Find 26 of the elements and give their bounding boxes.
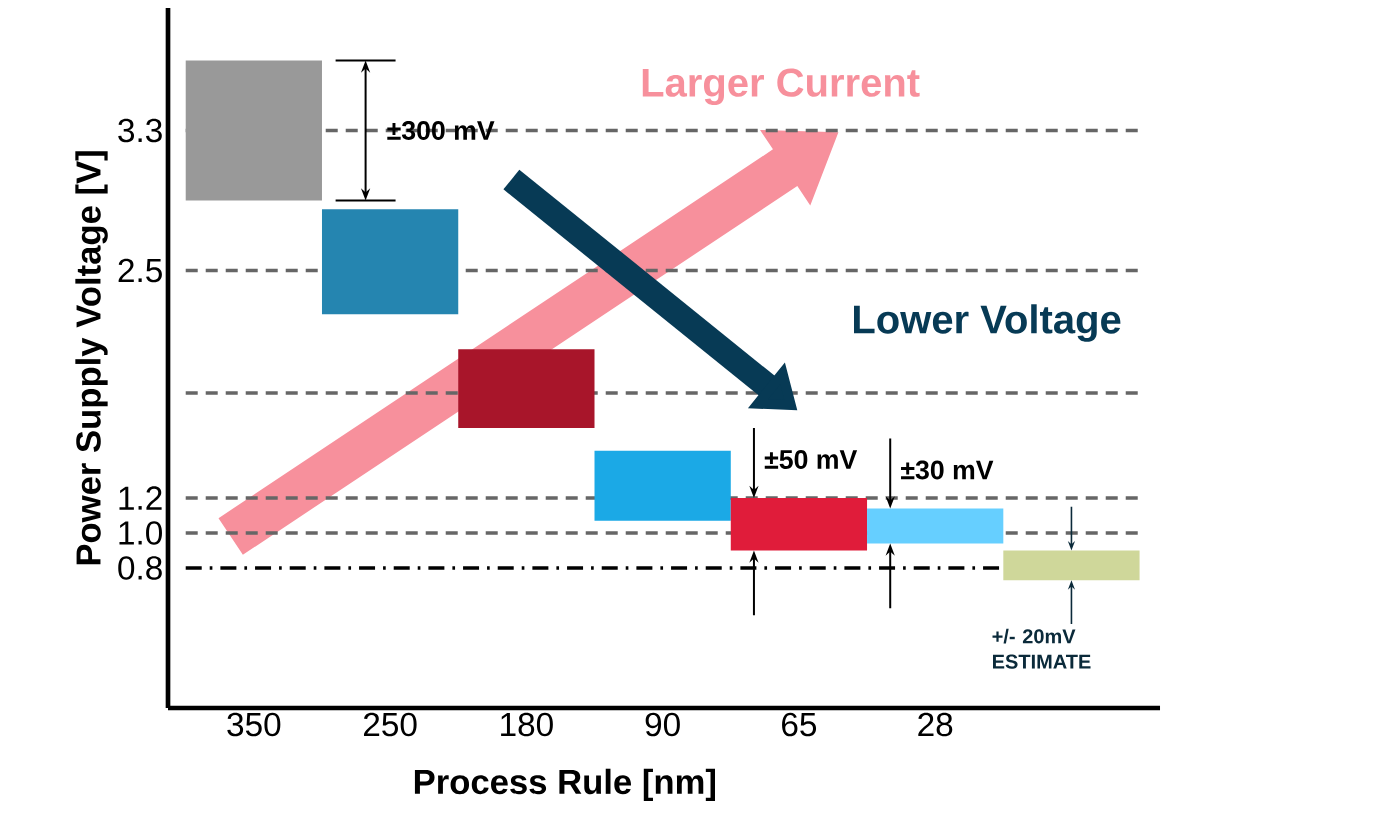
y-tick-label: 3.3 xyxy=(118,118,162,143)
x-tick-label: 65 xyxy=(782,712,817,737)
bar xyxy=(867,508,1004,544)
y-axis-title: Power Supply Voltage [V] xyxy=(75,151,108,565)
bar xyxy=(185,60,322,201)
x-tick-label: 28 xyxy=(918,712,953,737)
x-axis-title: Process Rule [nm] xyxy=(414,768,715,802)
bar xyxy=(1003,550,1140,581)
annotation: Larger Current xyxy=(642,68,920,105)
bar xyxy=(594,450,731,521)
annotation: Lower Voltage xyxy=(854,304,1121,342)
x-tick-label: 250 xyxy=(363,712,417,737)
annotation: ±30 mV xyxy=(901,460,994,480)
y-tick-label: 0.8 xyxy=(118,556,162,580)
y-tick-label: 2.5 xyxy=(118,258,162,283)
y-tick-label: 1.0 xyxy=(119,521,162,545)
x-tick-label: 180 xyxy=(501,712,553,737)
x-tick-label: 350 xyxy=(227,712,281,737)
annotation: ±50 mV xyxy=(764,450,858,469)
bar xyxy=(321,209,459,315)
bar xyxy=(458,349,595,428)
x-tick-label: 90 xyxy=(645,712,680,737)
y-tick-label: 1.2 xyxy=(119,486,162,510)
annotation: +/- 20mV ESTIMATE xyxy=(992,628,1091,669)
bar xyxy=(730,498,868,551)
annotation: ±300 mV xyxy=(387,121,495,140)
